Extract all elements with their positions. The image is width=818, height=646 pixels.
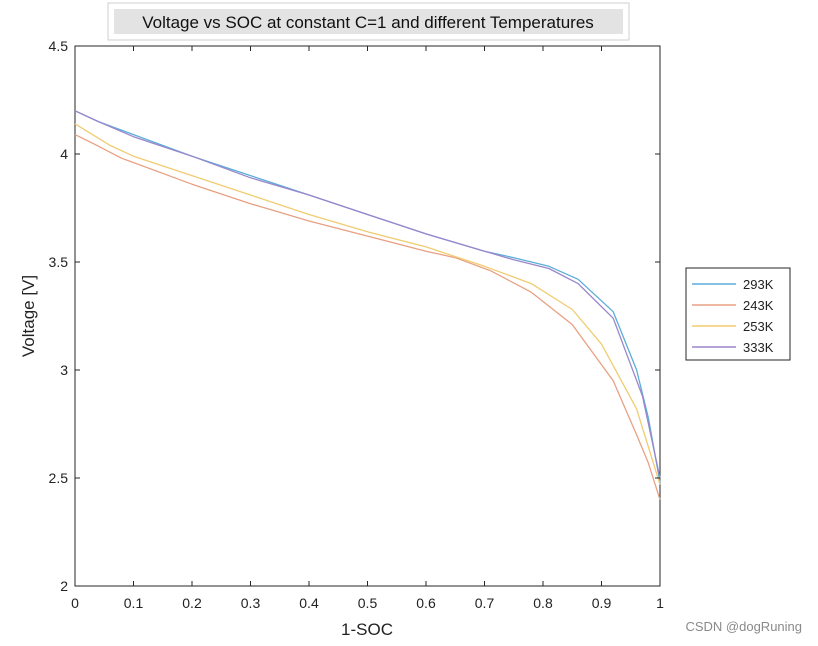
- legend-label-333K: 333K: [743, 340, 774, 355]
- y-tick-label: 4.5: [49, 38, 69, 54]
- legend-box: [685, 267, 791, 361]
- legend-label-243K: 243K: [743, 298, 774, 313]
- x-tick-label: 0.9: [592, 595, 612, 611]
- x-tick-label: 1: [656, 595, 664, 611]
- x-tick-label: 0.3: [241, 595, 261, 611]
- x-tick-label: 0.6: [416, 595, 436, 611]
- x-tick-label: 0.2: [182, 595, 202, 611]
- series-line-253K: [74, 123, 661, 485]
- x-tick-label: 0.8: [533, 595, 553, 611]
- watermark: CSDN @dogRuning: [685, 619, 802, 634]
- legend-label-253K: 253K: [743, 319, 774, 334]
- legend: 293K 243K 253K 333K: [685, 267, 791, 361]
- chart-title-box: Voltage vs SOC at constant C=1 and diffe…: [107, 2, 630, 41]
- x-tick-label: 0.4: [299, 595, 319, 611]
- series-layer: [74, 110, 661, 500]
- x-tick-label: 0.7: [475, 595, 495, 611]
- chart-title: Voltage vs SOC at constant C=1 and diffe…: [142, 13, 594, 32]
- plot-area: [74, 45, 661, 587]
- x-tick-label: 0.1: [124, 595, 144, 611]
- ticks-layer: 0 0.1 0.2 0.3 0.4 0.5 0.6 0.7 0.8 0.9 1 2 2.5 3 3.5 4 4.…: [49, 38, 665, 611]
- x-axis-title: 1-SOC: [341, 620, 393, 639]
- series-line-333K: [74, 110, 661, 479]
- series-line-243K: [74, 134, 661, 500]
- y-tick-label: 2: [60, 578, 68, 594]
- y-tick-label: 4: [60, 146, 68, 162]
- y-tick-label: 2.5: [49, 470, 69, 486]
- y-tick-label: 3.5: [49, 254, 69, 270]
- x-tick-label: 0: [71, 595, 79, 611]
- legend-label-293K: 293K: [743, 277, 774, 292]
- y-axis-title: Voltage [V]: [19, 275, 38, 357]
- x-tick-label: 0.5: [358, 595, 378, 611]
- y-tick-label: 3: [60, 362, 68, 378]
